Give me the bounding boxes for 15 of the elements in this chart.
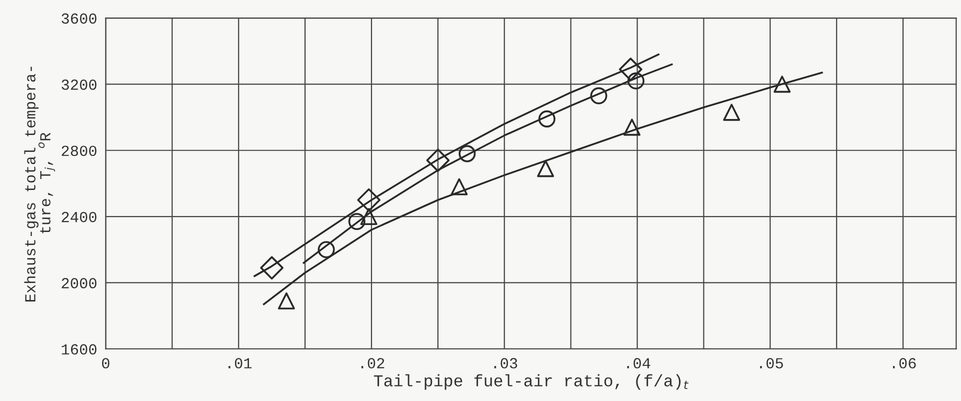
x-axis-title: Tail-pipe fuel-air ratio, (f/a)$_{t}$ (374, 374, 688, 390)
y-tick-label: 2400 (62, 212, 96, 222)
x-tick-label: 0 (102, 358, 110, 368)
x-tick-label: .06 (892, 358, 916, 368)
x-tick-label: .03 (494, 358, 518, 368)
y-tick-label: 3200 (62, 80, 96, 90)
x-tick-label: .01 (228, 358, 252, 368)
y-tick-label: 2000 (62, 278, 96, 288)
x-tick-label: .02 (361, 358, 384, 368)
x-tick-label: .04 (627, 358, 650, 368)
y-tick-label: 1600 (62, 344, 96, 355)
y-tick-label: 2800 (62, 146, 96, 156)
y-tick-label: 3600 (62, 13, 96, 24)
x-tick-label: .05 (760, 358, 783, 368)
y-axis-title: Exhaust-gas total tempera- ture, T$_{j}$, $^{o}$R (24, 66, 56, 302)
